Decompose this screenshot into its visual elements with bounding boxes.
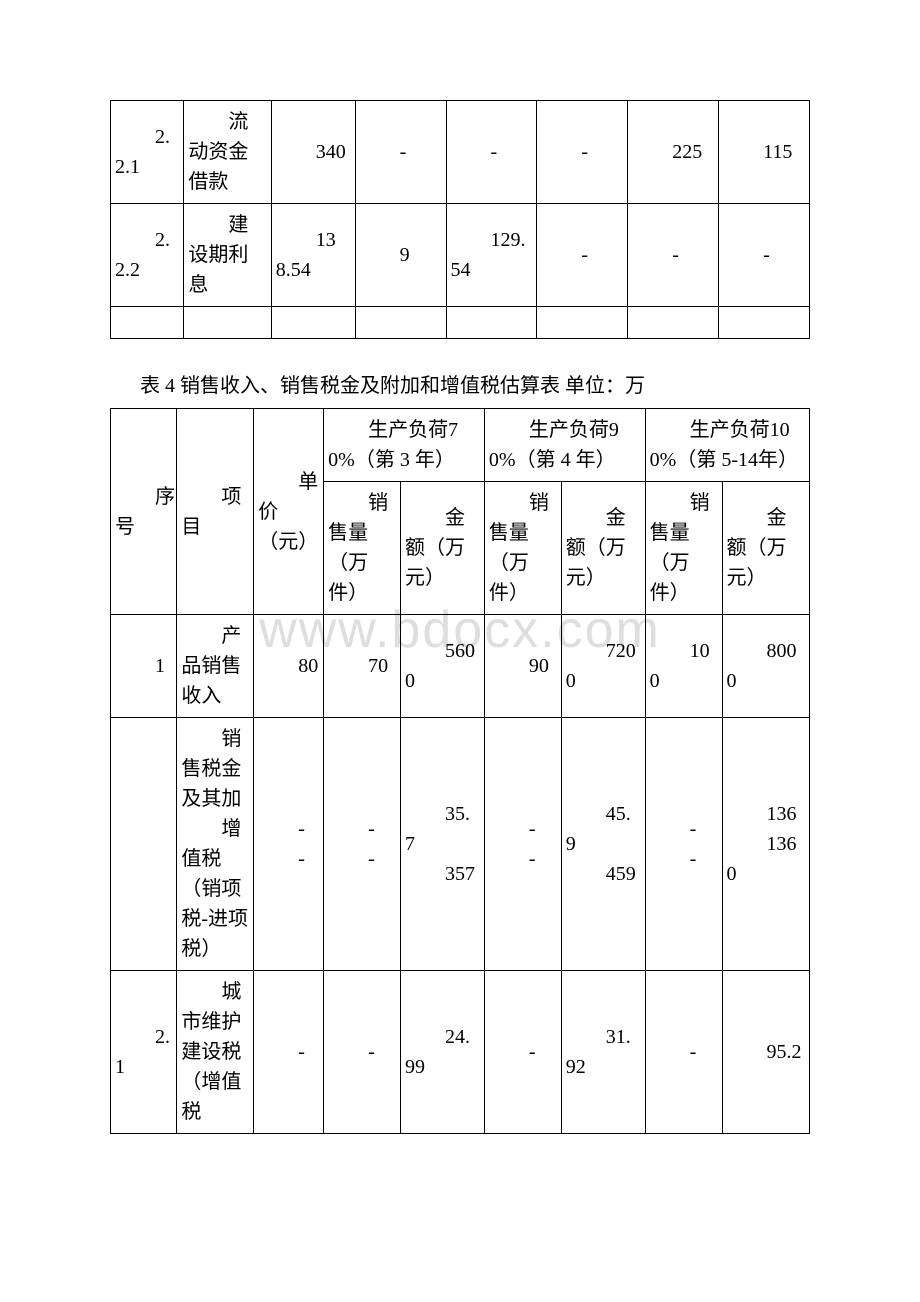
header-item: 项目 [177,409,254,615]
cell: 1 [111,615,177,718]
cell: - [628,204,719,307]
cell: 销售税金及其加增值税（销项税-进项税） [177,718,254,971]
cell: 2.2.2 [111,204,184,307]
cell: 城市维护建设税（增值税 [177,971,254,1134]
table-row: 2.1 城市维护建设税（增值税 - - 24.99 - 31.92 - 95.2 [111,971,810,1134]
header-seq: 序号 [111,409,177,615]
cell: - [537,101,628,204]
cell: 90 [484,615,561,718]
header-amt: 金额（万元） [722,482,809,615]
header-amt: 金额（万元） [401,482,485,615]
table-row: 1 产品销售收入 80 70 5600 90 7200 100 8000 [111,615,810,718]
cell: 2.2.1 [111,101,184,204]
table-2-title: 表 4 销售收入、销售税金及附加和增值税估算表 单位：万 [140,369,810,398]
cell: 31.92 [561,971,645,1134]
cell: 7200 [561,615,645,718]
cell: 1361360 [722,718,809,971]
cell: 138.54 [271,204,355,307]
cell: 70 [324,615,401,718]
table-row: 销售税金及其加增值税（销项税-进项税） -- -- 35.7357 -- 45.… [111,718,810,971]
cell: - [355,101,446,204]
table-row [111,307,810,339]
table-1: 2.2.1 流动资金借款 340 - - - 225 115 2.2.2 建设期… [110,100,810,339]
cell: - [324,971,401,1134]
cell: 100 [645,615,722,718]
cell: -- [645,718,722,971]
cell: 80 [254,615,324,718]
table-header-row: 序号 项目 单价（元） 生产负荷70%（第 3 年） 生产负荷90%（第 4 年… [111,409,810,482]
table-2: 序号 项目 单价（元） 生产负荷70%（第 3 年） 生产负荷90%（第 4 年… [110,408,810,1134]
cell: 95.2 [722,971,809,1134]
cell: 225 [628,101,719,204]
header-load-90: 生产负荷90%（第 4 年） [484,409,645,482]
cell: - [645,971,722,1134]
cell: -- [324,718,401,971]
cell: 115 [719,101,810,204]
header-qty: 销售量（万件） [324,482,401,615]
header-qty: 销售量（万件） [484,482,561,615]
header-load-70: 生产负荷70%（第 3 年） [324,409,485,482]
cell: 340 [271,101,355,204]
header-load-100: 生产负荷100%（第 5-14年） [645,409,809,482]
cell: - [254,971,324,1134]
header-qty: 销售量（万件） [645,482,722,615]
cell: 2.1 [111,971,177,1134]
cell: 5600 [401,615,485,718]
cell: 24.99 [401,971,485,1134]
cell: - [719,204,810,307]
cell: 9 [355,204,446,307]
table-row: 2.2.2 建设期利息 138.54 9 129.54 - - - [111,204,810,307]
cell: 建设期利息 [184,204,271,307]
cell: - [446,101,537,204]
cell: - [484,971,561,1134]
cell: 129.54 [446,204,537,307]
cell: 产品销售收入 [177,615,254,718]
cell: 流动资金借款 [184,101,271,204]
cell: -- [484,718,561,971]
cell: -- [254,718,324,971]
header-amt: 金额（万元） [561,482,645,615]
cell [111,718,177,971]
cell: - [537,204,628,307]
cell: 45.9459 [561,718,645,971]
table-row: 2.2.1 流动资金借款 340 - - - 225 115 [111,101,810,204]
header-price: 单价（元） [254,409,324,615]
cell: 8000 [722,615,809,718]
cell: 35.7357 [401,718,485,971]
